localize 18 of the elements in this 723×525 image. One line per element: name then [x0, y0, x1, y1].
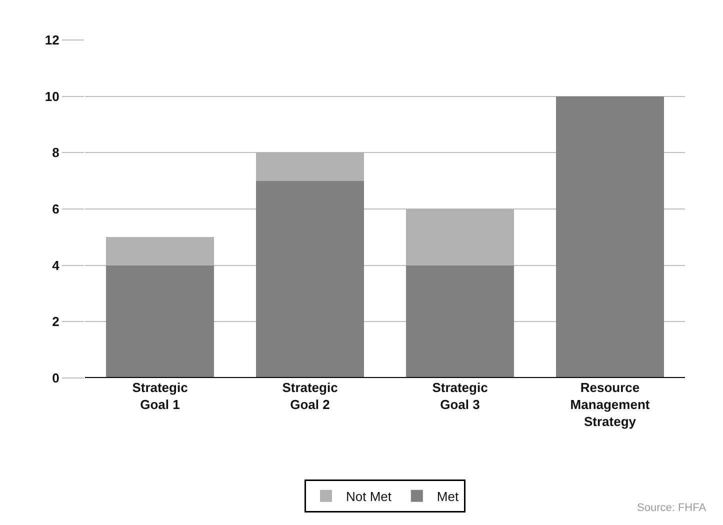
x-tick-label: Resource Management Strategy — [570, 380, 650, 429]
y-tick-label: 2 — [52, 314, 60, 330]
source-note: Source: FHFA — [637, 502, 707, 514]
x-tick-label: Strategic Goal 1 — [132, 380, 188, 412]
legend-label: Met — [436, 488, 459, 504]
bar — [556, 96, 664, 378]
y-tick-label: 4 — [52, 258, 60, 273]
x-tick-label: Strategic Goal 3 — [432, 380, 488, 412]
x-tick-label: Strategic Goal 2 — [282, 380, 338, 412]
bar — [406, 265, 514, 378]
bar — [106, 265, 214, 378]
y-tick-label: 6 — [52, 202, 60, 217]
y-tick-label: 10 — [44, 88, 60, 104]
y-tick-label: 8 — [52, 145, 60, 160]
y-tick-label: 12 — [44, 32, 60, 48]
bar — [256, 180, 364, 378]
legend-label: Not Met — [346, 488, 392, 504]
y-tick-label: 0 — [52, 370, 60, 386]
